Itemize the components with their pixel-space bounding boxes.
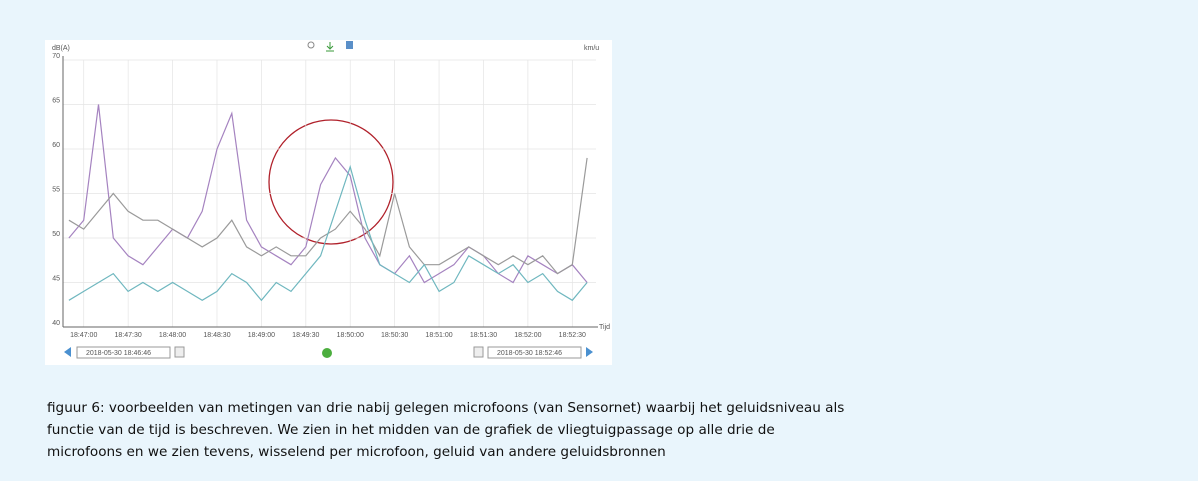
y-tick-label: 55 <box>52 186 60 193</box>
caption-line: functie van de tijd is beschreven. We zi… <box>47 422 775 438</box>
y-tick-label: 45 <box>52 275 60 282</box>
x-tick-label: 18:51:30 <box>470 332 497 339</box>
download-icon[interactable] <box>326 42 334 52</box>
end-date-box[interactable] <box>487 346 582 359</box>
y-label: dB(A) <box>52 45 70 52</box>
series-line <box>68 104 588 284</box>
x-tick-label: 18:47:00 <box>70 332 97 339</box>
calendar-icon[interactable] <box>174 346 185 358</box>
x-tick-label: 18:52:00 <box>514 332 541 339</box>
caption-line: figuur 6: voorbeelden van metingen van d… <box>47 400 844 416</box>
next-arrow[interactable] <box>586 347 593 357</box>
ok-icon[interactable] <box>322 348 332 358</box>
x-tick-label: 18:51:00 <box>425 332 452 339</box>
x-tick-label: 18:49:30 <box>292 332 319 339</box>
calendar-icon[interactable] <box>473 346 484 358</box>
caption-line: microfoons en we zien tevens, wisselend … <box>47 444 666 460</box>
x-tick-label: 18:52:30 <box>559 332 586 339</box>
end-date: 2018-05-30 18:52:46 <box>497 350 562 357</box>
x-tick-label: 18:50:00 <box>337 332 364 339</box>
start-date: 2018-05-30 18:46:46 <box>86 350 151 357</box>
x-tick-label: 18:49:00 <box>248 332 275 339</box>
y-tick-label: 40 <box>52 320 60 327</box>
x-tick-label: 18:50:30 <box>381 332 408 339</box>
series-line <box>68 164 588 302</box>
y-tick-label: 50 <box>52 231 60 238</box>
x-label: Tijd <box>599 324 610 331</box>
x-tick-label: 18:48:30 <box>203 332 230 339</box>
toolbar <box>307 41 353 52</box>
print-icon[interactable] <box>346 41 353 49</box>
zoom-icon[interactable] <box>307 41 315 49</box>
figure-image <box>45 40 612 365</box>
prev-arrow[interactable] <box>64 347 71 357</box>
y-tick-label: 60 <box>52 142 60 149</box>
y2-label: km/u <box>584 45 599 52</box>
x-tick-label: 18:47:30 <box>115 332 142 339</box>
y-tick-label: 70 <box>52 53 60 60</box>
x-tick-label: 18:48:00 <box>159 332 186 339</box>
highlight-circle <box>268 119 394 245</box>
y-tick-label: 65 <box>52 97 60 104</box>
start-date-box[interactable] <box>76 346 171 359</box>
